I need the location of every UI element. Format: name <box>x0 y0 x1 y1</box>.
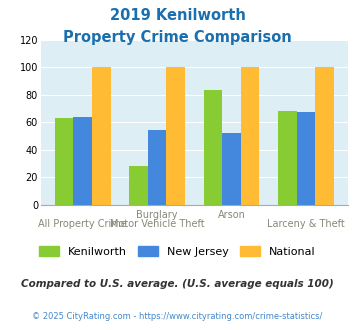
Bar <box>315 67 334 205</box>
Bar <box>204 90 222 205</box>
Bar <box>241 67 260 205</box>
Text: Burglary: Burglary <box>136 210 178 219</box>
Bar <box>166 67 185 205</box>
Bar <box>148 130 166 205</box>
Bar <box>73 116 92 205</box>
Bar <box>222 133 241 205</box>
Text: 2019 Kenilworth: 2019 Kenilworth <box>110 8 245 23</box>
Bar <box>278 111 297 205</box>
Legend: Kenilworth, New Jersey, National: Kenilworth, New Jersey, National <box>35 242 320 261</box>
Text: Motor Vehicle Theft: Motor Vehicle Theft <box>110 219 204 229</box>
Text: Arson: Arson <box>218 210 246 219</box>
Bar <box>129 166 148 205</box>
Bar <box>297 113 315 205</box>
Bar <box>92 67 111 205</box>
Text: Property Crime Comparison: Property Crime Comparison <box>63 30 292 45</box>
Text: Larceny & Theft: Larceny & Theft <box>267 219 345 229</box>
Text: © 2025 CityRating.com - https://www.cityrating.com/crime-statistics/: © 2025 CityRating.com - https://www.city… <box>32 312 323 321</box>
Text: Compared to U.S. average. (U.S. average equals 100): Compared to U.S. average. (U.S. average … <box>21 279 334 289</box>
Text: All Property Crime: All Property Crime <box>38 219 127 229</box>
Bar <box>55 118 73 205</box>
